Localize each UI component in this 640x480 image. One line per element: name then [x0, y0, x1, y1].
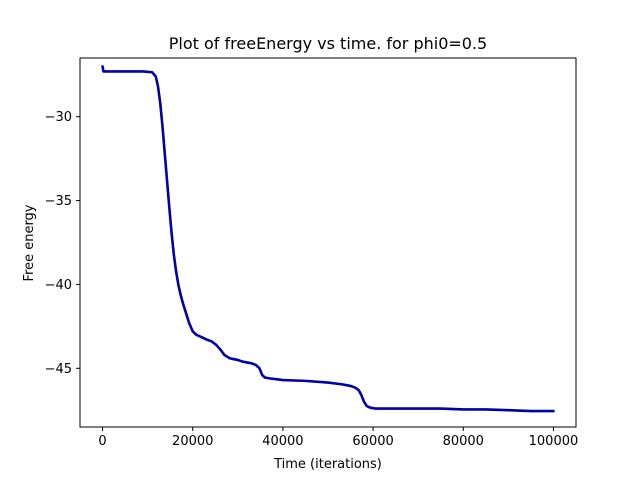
x-axis-label: Time (iterations): [273, 457, 382, 472]
x-tick-label: 20000: [172, 434, 213, 449]
chart-title: Plot of freeEnergy vs time. for phi0=0.5: [169, 34, 487, 53]
x-tick-label: 60000: [352, 434, 393, 449]
series-line-highlight-0: [102, 66, 554, 412]
plot-frame: [79, 57, 577, 428]
y-tick-label: −35: [45, 194, 72, 209]
series-layer: [101, 65, 555, 413]
x-tick-label: 0: [98, 434, 106, 449]
plot-background: [80, 58, 576, 427]
y-axis: −30 −35 −40 −45: [45, 110, 80, 377]
y-axis-label: Free energy: [22, 204, 37, 281]
y-tick-label: −40: [45, 278, 72, 293]
plot-area: [79, 57, 577, 428]
x-tick-label: 40000: [262, 434, 303, 449]
x-tick-label: 80000: [443, 434, 484, 449]
x-tick-label: 100000: [529, 434, 579, 449]
y-tick-label: −30: [45, 110, 72, 125]
y-tick-label: −45: [45, 362, 72, 377]
x-axis: 0 20000 40000 60000 80000 100000: [98, 427, 578, 449]
